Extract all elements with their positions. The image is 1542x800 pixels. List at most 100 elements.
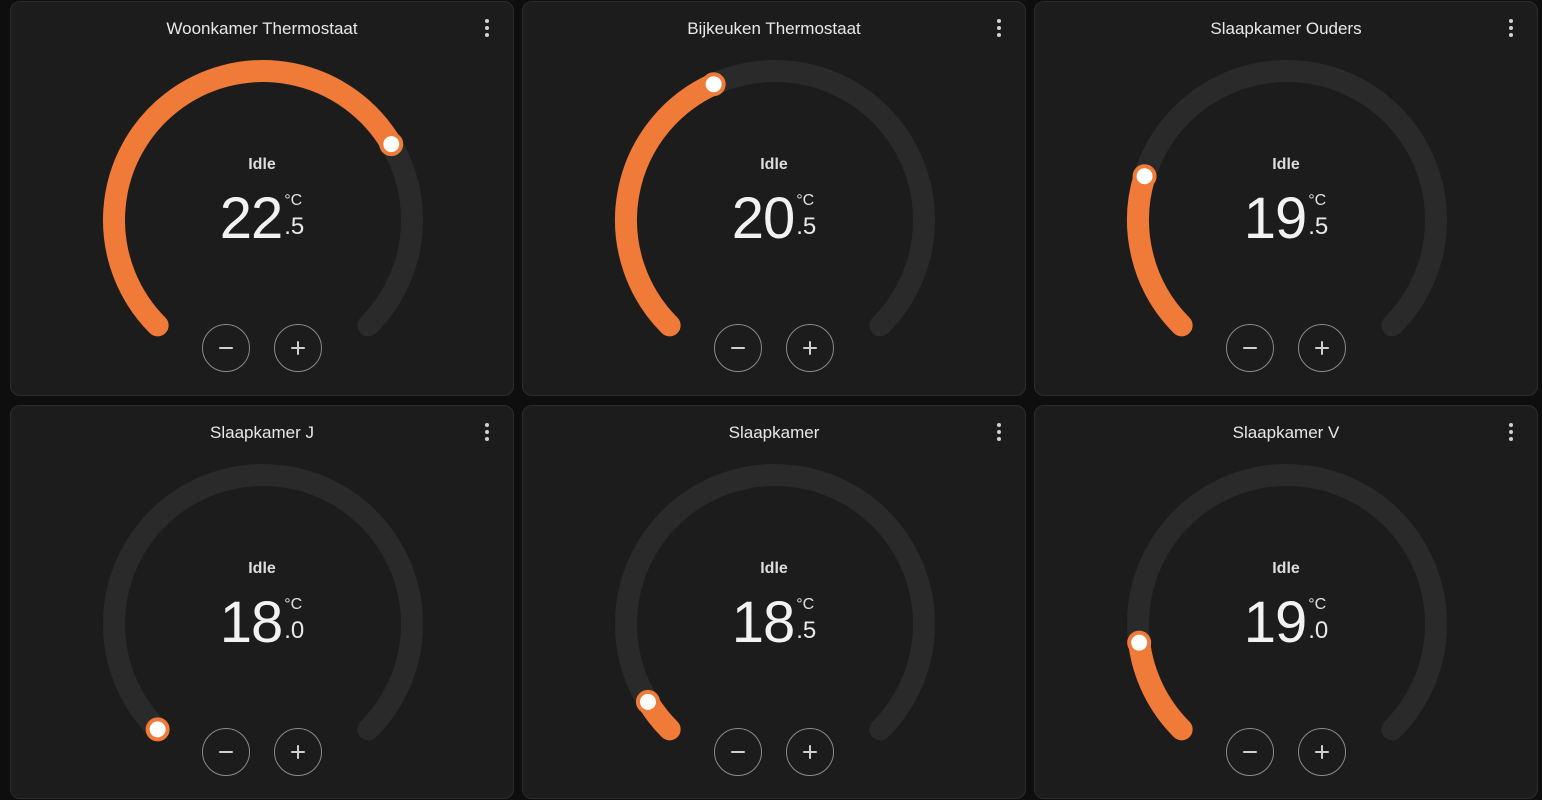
temperature-controls bbox=[523, 728, 1025, 776]
dial-knob[interactable] bbox=[1132, 164, 1157, 189]
temperature-controls bbox=[1035, 324, 1537, 372]
temperature-side: °C .0 bbox=[284, 590, 304, 644]
dial-track bbox=[615, 464, 935, 741]
temperature-side: °C .0 bbox=[1308, 590, 1328, 644]
temperature-dial[interactable] bbox=[83, 46, 443, 366]
more-options-button[interactable] bbox=[1497, 14, 1525, 42]
thermostat-card: Woonkamer Thermostaat Idle 22 °C .5 bbox=[10, 1, 514, 396]
thermostat-card: Slaapkamer Idle 18 °C .5 bbox=[522, 405, 1026, 799]
minus-icon bbox=[731, 347, 745, 349]
dial-knob[interactable] bbox=[379, 132, 404, 157]
temperature-integer: 20 bbox=[731, 186, 796, 251]
decrease-temperature-button[interactable] bbox=[202, 728, 250, 776]
thermostat-card: Bijkeuken Thermostaat Idle 20 °C .5 bbox=[522, 1, 1026, 396]
increase-temperature-button[interactable] bbox=[1298, 324, 1346, 372]
temperature-dial[interactable] bbox=[595, 46, 955, 366]
more-vertical-icon bbox=[1509, 423, 1513, 441]
minus-icon bbox=[1243, 347, 1257, 349]
temperature-unit: °C bbox=[796, 596, 815, 613]
increase-temperature-button[interactable] bbox=[274, 324, 322, 372]
temperature-unit: °C bbox=[1308, 192, 1327, 209]
more-options-button[interactable] bbox=[985, 418, 1013, 446]
more-vertical-icon bbox=[485, 423, 489, 441]
temperature-decimal: .0 bbox=[1308, 617, 1329, 644]
decrease-temperature-button[interactable] bbox=[714, 728, 762, 776]
minus-icon bbox=[219, 751, 233, 753]
dial-setpoint-arc bbox=[615, 73, 725, 337]
temperature-side: °C .5 bbox=[1308, 186, 1328, 240]
dial-knob[interactable] bbox=[701, 72, 726, 97]
temperature-integer: 19 bbox=[1243, 186, 1308, 251]
more-vertical-icon bbox=[485, 19, 489, 37]
more-options-button[interactable] bbox=[1497, 418, 1525, 446]
temperature-decimal: .5 bbox=[284, 213, 305, 240]
dial-knob[interactable] bbox=[1127, 630, 1152, 655]
temperature-decimal: .5 bbox=[796, 617, 817, 644]
temperature-dial[interactable] bbox=[1107, 46, 1467, 366]
temperature-integer: 22 bbox=[219, 186, 284, 251]
temperature-dial[interactable] bbox=[83, 450, 443, 770]
card-title: Slaapkamer J bbox=[210, 423, 314, 442]
card-title: Bijkeuken Thermostaat bbox=[687, 19, 861, 38]
hvac-state: Idle bbox=[760, 560, 788, 577]
increase-temperature-button[interactable] bbox=[786, 324, 834, 372]
decrease-temperature-button[interactable] bbox=[1226, 728, 1274, 776]
temperature-side: °C .5 bbox=[796, 590, 816, 644]
temperature-decimal: .5 bbox=[1308, 213, 1329, 240]
temperature-controls bbox=[1035, 728, 1537, 776]
target-temperature: 19 °C .5 bbox=[1035, 186, 1537, 252]
hvac-state: Idle bbox=[1272, 156, 1300, 173]
plus-icon bbox=[291, 745, 305, 759]
decrease-temperature-button[interactable] bbox=[202, 324, 250, 372]
target-temperature: 19 °C .0 bbox=[1035, 590, 1537, 656]
minus-icon bbox=[1243, 751, 1257, 753]
more-options-button[interactable] bbox=[473, 14, 501, 42]
hvac-state: Idle bbox=[248, 156, 276, 173]
plus-icon bbox=[291, 341, 305, 355]
temperature-decimal: .0 bbox=[284, 617, 305, 644]
dial-knob[interactable] bbox=[635, 689, 660, 714]
temperature-decimal: .5 bbox=[796, 213, 817, 240]
plus-icon bbox=[803, 745, 817, 759]
thermostat-card: Slaapkamer Ouders Idle 19 °C .5 bbox=[1034, 1, 1538, 396]
temperature-controls bbox=[11, 324, 513, 372]
hvac-state: Idle bbox=[760, 156, 788, 173]
temperature-integer: 19 bbox=[1243, 590, 1308, 655]
decrease-temperature-button[interactable] bbox=[1226, 324, 1274, 372]
temperature-dial[interactable] bbox=[1107, 450, 1467, 770]
hvac-state: Idle bbox=[1272, 560, 1300, 577]
increase-temperature-button[interactable] bbox=[1298, 728, 1346, 776]
temperature-controls bbox=[11, 728, 513, 776]
plus-icon bbox=[1315, 745, 1329, 759]
more-vertical-icon bbox=[997, 19, 1001, 37]
temperature-unit: °C bbox=[284, 596, 303, 613]
card-title: Slaapkamer Ouders bbox=[1210, 19, 1362, 38]
minus-icon bbox=[731, 751, 745, 753]
target-temperature: 22 °C .5 bbox=[11, 186, 513, 252]
target-temperature: 18 °C .0 bbox=[11, 590, 513, 656]
more-vertical-icon bbox=[997, 423, 1001, 441]
more-vertical-icon bbox=[1509, 19, 1513, 37]
temperature-dial[interactable] bbox=[595, 450, 955, 770]
dial-knob[interactable] bbox=[145, 717, 170, 742]
more-options-button[interactable] bbox=[985, 14, 1013, 42]
card-title: Slaapkamer V bbox=[1232, 423, 1340, 442]
dashboard-grid: Woonkamer Thermostaat Idle 22 °C .5 bbox=[10, 1, 1538, 800]
dial-track bbox=[1127, 464, 1447, 741]
temperature-unit: °C bbox=[1308, 596, 1327, 613]
target-temperature: 18 °C .5 bbox=[523, 590, 1025, 656]
thermostat-card: Slaapkamer J Idle 18 °C .0 bbox=[10, 405, 514, 799]
target-temperature: 20 °C .5 bbox=[523, 186, 1025, 252]
plus-icon bbox=[803, 341, 817, 355]
minus-icon bbox=[219, 347, 233, 349]
card-title: Woonkamer Thermostaat bbox=[166, 19, 358, 38]
temperature-unit: °C bbox=[796, 192, 815, 209]
decrease-temperature-button[interactable] bbox=[714, 324, 762, 372]
temperature-side: °C .5 bbox=[284, 186, 304, 240]
thermostat-card: Slaapkamer V Idle 19 °C .0 bbox=[1034, 405, 1538, 799]
hvac-state: Idle bbox=[248, 560, 276, 577]
increase-temperature-button[interactable] bbox=[786, 728, 834, 776]
temperature-integer: 18 bbox=[219, 590, 284, 655]
more-options-button[interactable] bbox=[473, 418, 501, 446]
increase-temperature-button[interactable] bbox=[274, 728, 322, 776]
